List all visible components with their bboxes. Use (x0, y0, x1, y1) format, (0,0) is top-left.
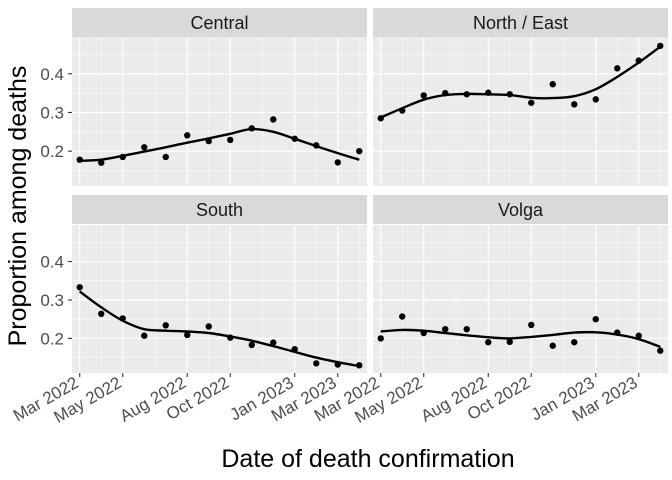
y-tick-label: 0.3 (40, 291, 64, 310)
data-point (485, 339, 492, 346)
data-point (227, 136, 234, 144)
data-point (399, 107, 406, 114)
data-point (592, 315, 599, 323)
facet-strip-label: Central (190, 13, 248, 33)
data-point (377, 115, 384, 122)
data-point (420, 92, 427, 99)
data-point (485, 89, 492, 96)
data-point (442, 325, 449, 333)
data-point (248, 125, 255, 132)
panel-background (72, 37, 367, 186)
y-tick-label: 0.4 (40, 253, 64, 272)
data-point (291, 135, 298, 142)
data-point (399, 313, 406, 320)
data-point (334, 159, 341, 166)
data-point (119, 153, 126, 161)
facet-panel: South (72, 195, 367, 373)
data-point (442, 89, 449, 97)
data-point (571, 101, 578, 108)
data-point (356, 147, 363, 155)
panel-background (373, 225, 668, 373)
data-point (270, 339, 277, 346)
y-tick-label: 0.4 (40, 65, 64, 84)
data-point (184, 132, 191, 139)
data-point (141, 144, 148, 151)
data-point (571, 339, 578, 346)
data-point (98, 159, 105, 166)
data-point (205, 323, 212, 330)
data-point (657, 42, 664, 50)
y-tick-label: 0.2 (40, 329, 64, 348)
data-point (162, 153, 169, 161)
y-tick-label: 0.2 (40, 142, 64, 161)
data-point (377, 335, 384, 342)
y-tick-label: 0.3 (40, 103, 64, 122)
facet-strip (72, 8, 367, 37)
data-point (76, 156, 83, 163)
facet-strip-label: South (196, 200, 243, 220)
facet-panel: Volga (373, 195, 668, 373)
data-point (463, 325, 470, 333)
data-point (119, 315, 126, 322)
data-point (506, 338, 513, 346)
facet-strip-label: North / East (473, 13, 568, 33)
data-point (506, 91, 513, 98)
data-point (291, 345, 298, 353)
facet-strip (72, 195, 367, 224)
panel-background (373, 37, 668, 186)
x-axis-title: Date of death confirmation (221, 445, 514, 473)
data-point (162, 322, 169, 329)
trend-line (78, 290, 360, 368)
facet-strip (373, 8, 668, 37)
data-point (635, 57, 642, 64)
facet-panel: North / East (373, 8, 668, 186)
facet-panel: Central (72, 8, 367, 186)
data-point (549, 81, 556, 88)
data-point (184, 331, 191, 339)
data-point (313, 360, 320, 367)
data-point (76, 284, 83, 291)
data-point (420, 329, 427, 337)
data-point (614, 65, 621, 72)
data-point (141, 332, 148, 339)
panel-background (72, 225, 367, 373)
data-point (592, 96, 599, 103)
panels-layer: Central North / East South Volga (72, 8, 668, 373)
data-point (313, 142, 320, 149)
data-point (549, 342, 556, 349)
data-point (356, 362, 363, 369)
data-point (227, 334, 234, 341)
data-point (635, 332, 642, 339)
data-point (270, 116, 277, 123)
data-point (528, 321, 535, 329)
facet-strip-label: Volga (498, 200, 544, 220)
data-point (334, 361, 341, 368)
data-point (614, 329, 621, 336)
data-point (98, 310, 105, 317)
data-point (205, 137, 212, 145)
data-point (248, 341, 255, 349)
y-axis-title: Proportion among deaths (4, 66, 32, 347)
data-point (463, 91, 470, 98)
data-point (657, 347, 664, 354)
trend-line (380, 45, 662, 119)
data-point (528, 99, 535, 106)
facet-strip (373, 195, 668, 224)
